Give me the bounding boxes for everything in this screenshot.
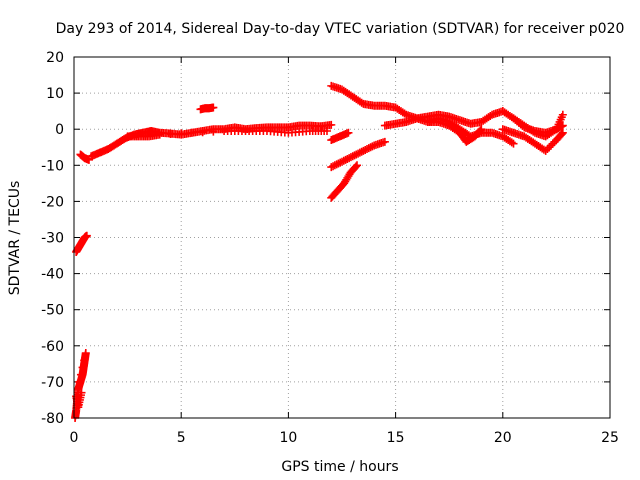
data-point [357,98,366,107]
data-point [198,128,207,137]
x-tick-label: 15 [387,430,405,446]
data-point [78,363,87,372]
x-tick-label: 20 [494,430,512,446]
data-point [558,128,567,137]
x-tick-label: 0 [70,430,79,446]
data-point [359,146,368,155]
data-point [338,157,346,166]
data-point [322,127,331,136]
series-main-arc [87,120,336,161]
data-point [334,159,343,168]
series-rise-12h-a [327,137,389,172]
grid [74,57,610,418]
data-point [547,141,556,150]
y-tick-label: -70 [41,375,64,391]
data-point [350,151,359,160]
data-point [352,150,361,159]
series-mid-17h-b [445,121,486,146]
series-short-12h [327,128,353,145]
x-tick-label: 25 [601,430,619,446]
data-point [361,145,370,154]
x-axis-label: GPS time / hours [281,459,398,475]
series-blip-6h [196,103,218,114]
data-point [351,162,360,171]
y-tick-label: -50 [41,303,64,319]
data-point [477,125,486,134]
data-point [380,137,389,146]
y-tick-label: -80 [41,411,64,427]
data-point [73,385,82,394]
axis-ticks: 0 5 10 15 20 25 -80 -70 -60 -50 -40 -30 -20 -10 0 10 20 [41,50,619,446]
data-point [329,162,338,171]
data-point [353,161,362,170]
data-point [155,130,164,139]
data-point [166,130,175,139]
data-point [354,149,363,158]
y-axis-label: SDTVAR / TECUs [7,181,23,296]
data-point [327,163,336,172]
data-point [357,147,366,156]
series-rise-12h-b [327,161,362,202]
y-tick-label: 20 [46,50,64,66]
data-point [558,110,567,119]
data-point [548,139,557,148]
data-point [486,111,495,120]
x-tick-label: 10 [279,430,297,446]
series-main-arc-lower [123,127,331,141]
data-point [80,356,89,365]
data-point [341,155,350,164]
y-tick-label: -20 [41,194,64,210]
data-point [557,130,566,139]
y-tick-label: -40 [41,267,64,283]
series-late-20h-b [498,125,567,155]
data-point [77,388,86,397]
data-point [476,126,485,135]
data-point [355,148,364,157]
data-point [82,231,91,240]
data-point [177,129,186,138]
data-point [209,103,218,112]
data-points [71,81,567,422]
data-point [529,127,538,136]
data-point [346,153,355,162]
data-point [339,156,348,165]
data-point [343,154,352,163]
series-early-deep [71,349,90,422]
data-point [336,158,345,167]
data-point [75,377,84,386]
data-point [348,152,357,161]
series-early-mid [72,231,91,256]
data-point [81,349,90,358]
data-point [541,146,550,155]
data-point [400,109,409,118]
y-tick-label: -30 [41,231,64,247]
data-point [345,154,354,163]
series-late-21h [509,114,567,141]
data-point [364,144,373,153]
data-point [327,120,336,129]
plot-frame [73,56,611,419]
y-tick-label: 10 [46,86,64,102]
data-point [543,145,552,154]
data-point [332,160,341,169]
y-tick-label: -60 [41,339,64,355]
data-point [545,143,554,152]
data-point [330,161,339,170]
data-point [507,138,516,147]
data-point [76,370,85,379]
data-point [187,128,196,137]
data-point [363,145,372,154]
data-point [558,121,567,130]
x-tick-label: 5 [177,430,186,446]
y-tick-label: -10 [41,158,64,174]
data-point [366,143,375,152]
data-point [368,142,377,151]
data-point [509,139,518,148]
data-point [344,128,353,137]
data-point [209,127,218,136]
chart-title: Day 293 of 2014, Sidereal Day-to-day VTE… [56,21,625,37]
y-tick-label: 0 [55,122,64,138]
